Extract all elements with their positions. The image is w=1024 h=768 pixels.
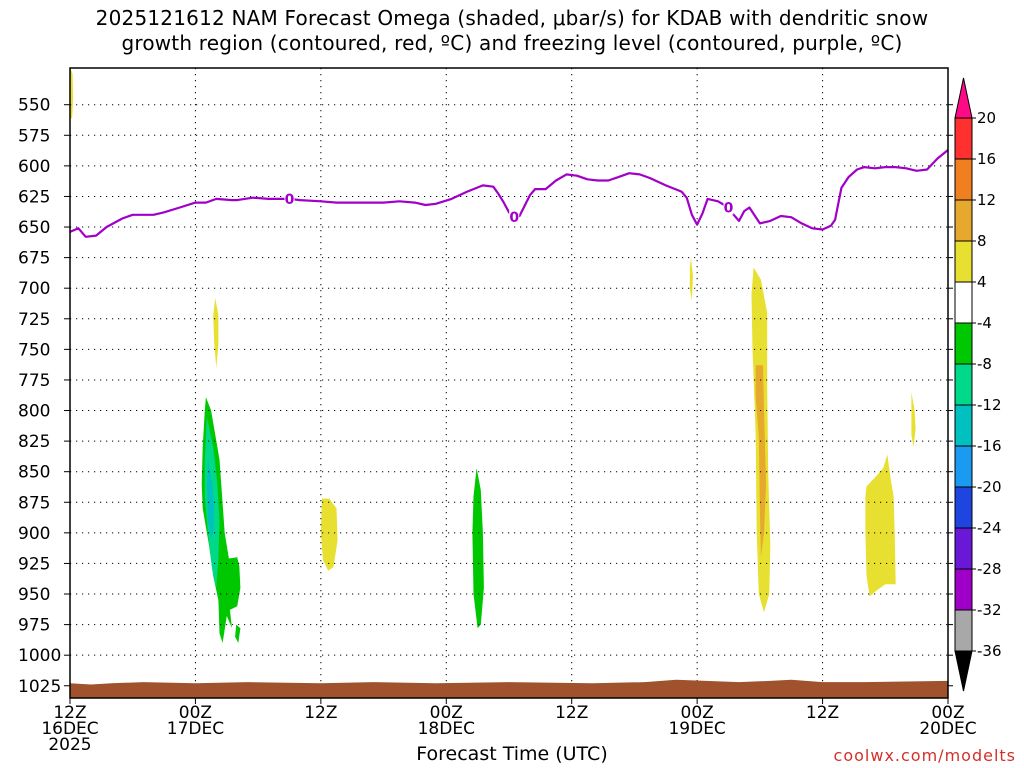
x-tick-label-84-1: 20DEC <box>919 719 976 739</box>
colorbar-box-7 <box>954 404 973 447</box>
y-tick-label-675: 675 <box>18 249 50 269</box>
colorbar-box-0 <box>954 117 973 160</box>
y-tick-label-650: 650 <box>18 218 50 238</box>
colorbar-label-9: -20 <box>977 478 1002 496</box>
freezing-label-bg-2 <box>723 200 734 215</box>
omega-region-5 <box>755 365 767 558</box>
y-tick-label-825: 825 <box>18 432 50 452</box>
y-tick-label-925: 925 <box>18 554 50 574</box>
colorbar-box-1 <box>954 158 973 201</box>
colorbar-label-2: 12 <box>977 191 996 209</box>
colorbar-box-8 <box>954 445 973 488</box>
omega-region-0 <box>70 68 74 120</box>
y-tick-label-550: 550 <box>18 96 50 116</box>
colorbar-box-11 <box>954 568 973 611</box>
colorbar-top-arrow <box>954 77 973 119</box>
x-tick-label-72-0: 12Z <box>806 703 839 723</box>
plot-background <box>70 68 948 698</box>
x-tick-label-36-0: 00Z <box>430 703 463 723</box>
colorbar-box-5 <box>954 322 973 365</box>
freezing-level-label-2: 0 <box>724 200 734 216</box>
freezing-label-bg-1 <box>509 210 520 225</box>
freezing-level-label-1: 0 <box>509 210 519 226</box>
plot-border <box>69 67 949 699</box>
y-tick-label-625: 625 <box>18 187 50 207</box>
title-line-1: 2025121612 NAM Forecast Omega (shaded, μ… <box>95 6 929 30</box>
x-tick-label-0-2: 2025 <box>48 735 91 755</box>
y-tick-label-950: 950 <box>18 585 50 605</box>
colorbar-box-2 <box>954 199 973 242</box>
x-tick-label-60-1: 19DEC <box>668 719 725 739</box>
omega-region-2 <box>320 498 338 571</box>
x-tick-label-12-1: 17DEC <box>167 719 224 739</box>
colorbar-label-11: -28 <box>977 560 1002 578</box>
y-tick-label-1000: 1000 <box>18 646 61 666</box>
colorbar-label-10: -24 <box>977 519 1002 537</box>
y-tick-label-1025: 1025 <box>18 677 61 697</box>
colorbar-box-4 <box>954 281 973 324</box>
colorbar-label-6: -8 <box>977 355 992 373</box>
colorbar-label-8: -16 <box>977 437 1002 455</box>
y-tick-label-875: 875 <box>18 493 50 513</box>
y-tick-label-800: 800 <box>18 402 50 422</box>
colorbar-box-10 <box>954 527 973 570</box>
x-tick-label-60-0: 00Z <box>681 703 714 723</box>
x-axis-label: Forecast Time (UTC) <box>416 743 608 765</box>
freezing-level: 0 0 0 <box>69 149 949 238</box>
colorbar-label-0: 20 <box>977 109 996 127</box>
y-tick-label-750: 750 <box>18 340 50 360</box>
omega-shading <box>70 68 916 643</box>
ground-layer <box>70 679 948 698</box>
omega-region-3 <box>689 257 693 301</box>
y-tick-label-700: 700 <box>18 279 50 299</box>
plot-frame <box>69 67 949 699</box>
x-tick-label-0-0: 12Z <box>53 703 86 723</box>
y-tick-label-600: 600 <box>18 157 50 177</box>
x-tick-label-12-0: 00Z <box>179 703 212 723</box>
colorbar-label-4: 4 <box>977 273 987 291</box>
omega-region-11 <box>235 624 241 643</box>
freezing-level-label-0: 0 <box>285 192 295 208</box>
x-tick-label-84-0: 00Z <box>931 703 964 723</box>
chart-title: 2025121612 NAM Forecast Omega (shaded, μ… <box>0 6 1024 56</box>
y-tick-label-775: 775 <box>18 371 50 391</box>
colorbar-label-12: -32 <box>977 601 1002 619</box>
x-tick-label-36-1: 18DEC <box>418 719 475 739</box>
colorbar-box-6 <box>954 363 973 406</box>
y-tick-label-575: 575 <box>18 126 50 146</box>
colorbar-box-12 <box>954 609 973 652</box>
omega-region-6 <box>865 454 896 597</box>
colorbar-bottom-arrow <box>954 650 973 692</box>
omega-region-12 <box>472 468 484 629</box>
colorbar-label-3: 8 <box>977 232 987 250</box>
colorbar-box-3 <box>954 240 973 283</box>
omega-region-10 <box>206 459 215 539</box>
freezing-level-line <box>69 149 949 238</box>
y-tick-label-900: 900 <box>18 524 50 544</box>
colorbar-label-5: -4 <box>977 314 992 332</box>
colorbar-box-9 <box>954 486 973 529</box>
y-axis: 550 575 600 625 650 675 700 725 750 775 800 825 850 8… <box>18 96 953 697</box>
credit-text: coolwx.com/modelts <box>833 746 1016 765</box>
plot-area <box>70 68 948 698</box>
y-tick-label-850: 850 <box>18 463 50 483</box>
omega-region-1 <box>213 298 219 368</box>
omega-region-7 <box>911 392 916 448</box>
x-tick-label-0-1: 16DEC <box>41 719 98 739</box>
x-tick-label-24-0: 12Z <box>304 703 337 723</box>
y-tick-label-975: 975 <box>18 616 50 636</box>
ground-surface <box>70 679 948 698</box>
colorbar-label-7: -12 <box>977 396 1002 414</box>
x-tick-label-48-0: 12Z <box>555 703 588 723</box>
title-line-2: growth region (contoured, red, ºC) and f… <box>121 31 903 55</box>
freezing-label-bg-0 <box>284 191 295 206</box>
y-tick-label-725: 725 <box>18 310 50 330</box>
colorbar-label-1: 16 <box>977 150 996 168</box>
colorbar-label-13: -36 <box>977 642 1002 660</box>
colorbar: 20 16 12 8 4 -4 -8 -12 -16 -20 -24 -28 -32 -36 <box>954 77 1002 692</box>
